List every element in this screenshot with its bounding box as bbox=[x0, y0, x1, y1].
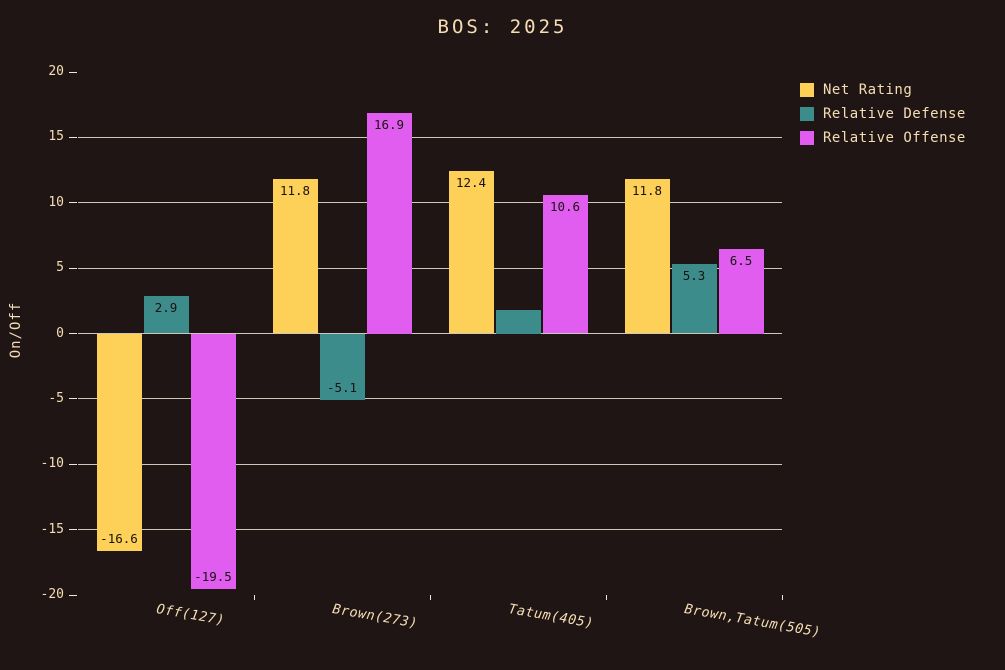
bar-net-rating bbox=[448, 171, 494, 334]
gridline bbox=[78, 463, 782, 465]
bar-relative-offense bbox=[366, 112, 412, 334]
chart-title: BOS: 2025 bbox=[437, 16, 568, 38]
legend-label: Net Rating bbox=[823, 81, 913, 98]
bar-value-label: 6.5 bbox=[729, 252, 753, 268]
x-tick-label: Brown,Tatum(505) bbox=[683, 601, 822, 641]
legend-item: Relative Defense bbox=[800, 105, 966, 122]
x-tick-label: Tatum(405) bbox=[507, 601, 595, 632]
y-tick-mark bbox=[69, 463, 77, 465]
legend-item: Relative Offense bbox=[800, 129, 966, 146]
bar-relative-defense bbox=[495, 310, 541, 334]
bar-value-label: 5.3 bbox=[682, 268, 706, 284]
y-tick-mark bbox=[69, 529, 77, 531]
bar-value-label: -19.5 bbox=[194, 568, 232, 584]
gridline bbox=[78, 398, 782, 400]
bar-value-label: 16.9 bbox=[373, 116, 405, 132]
gridline bbox=[78, 333, 782, 334]
y-tick-label: 5 bbox=[56, 260, 64, 276]
legend-label: Relative Offense bbox=[823, 129, 966, 146]
y-tick-mark bbox=[69, 267, 77, 269]
y-tick-label: 15 bbox=[48, 129, 64, 145]
bar-relative-defense bbox=[143, 295, 189, 334]
bar-net-rating bbox=[96, 333, 142, 551]
bar-relative-defense bbox=[671, 264, 717, 334]
y-tick-mark bbox=[69, 333, 77, 334]
y-tick-label: -15 bbox=[40, 521, 64, 537]
y-tick-label: 10 bbox=[48, 194, 64, 210]
legend-item: Net Rating bbox=[800, 81, 966, 98]
legend-label: Relative Defense bbox=[823, 105, 966, 122]
bar-value-label: 11.8 bbox=[631, 183, 663, 199]
y-tick-label: 20 bbox=[48, 64, 64, 79]
y-tick-label: -10 bbox=[40, 456, 64, 472]
gridline bbox=[78, 529, 782, 531]
y-tick-label: -5 bbox=[48, 390, 64, 406]
x-tick-mark bbox=[782, 595, 783, 600]
y-tick-mark bbox=[69, 202, 77, 204]
x-tick-label: Off(127) bbox=[155, 601, 226, 629]
bar-value-label: 10.6 bbox=[549, 198, 581, 214]
y-tick-mark bbox=[69, 594, 77, 596]
legend: Net Rating Relative Defense Relative Offen… bbox=[800, 81, 966, 146]
legend-swatch-relative-offense bbox=[800, 130, 814, 145]
x-tick-mark bbox=[254, 595, 255, 600]
legend-swatch-net-rating bbox=[800, 82, 814, 97]
y-tick-mark bbox=[69, 398, 77, 400]
gridline bbox=[78, 136, 782, 138]
y-tick-label: -20 bbox=[40, 587, 64, 602]
bar-value-label: 2.9 bbox=[154, 299, 178, 315]
bar-relative-offense bbox=[542, 194, 588, 334]
legend-swatch-relative-defense bbox=[800, 106, 814, 121]
bar-value-label: 11.8 bbox=[279, 183, 311, 199]
bar-relative-offense bbox=[190, 333, 236, 589]
bar-net-rating bbox=[624, 179, 670, 334]
gridline bbox=[78, 202, 782, 204]
x-tick-label: Brown(273) bbox=[331, 601, 419, 632]
x-tick-mark bbox=[606, 595, 607, 600]
bar-relative-defense bbox=[319, 333, 365, 401]
bar-value-label: 12.4 bbox=[455, 175, 487, 191]
y-tick-mark bbox=[69, 71, 77, 73]
y-tick-mark bbox=[69, 136, 77, 138]
bar-relative-offense bbox=[718, 248, 764, 334]
bar-net-rating bbox=[272, 179, 318, 334]
x-tick-mark bbox=[430, 595, 431, 600]
bar-value-label: -5.1 bbox=[326, 380, 358, 396]
gridline bbox=[78, 267, 782, 269]
bar-value-label: -16.6 bbox=[100, 530, 138, 546]
y-tick-label: 0 bbox=[56, 325, 64, 341]
